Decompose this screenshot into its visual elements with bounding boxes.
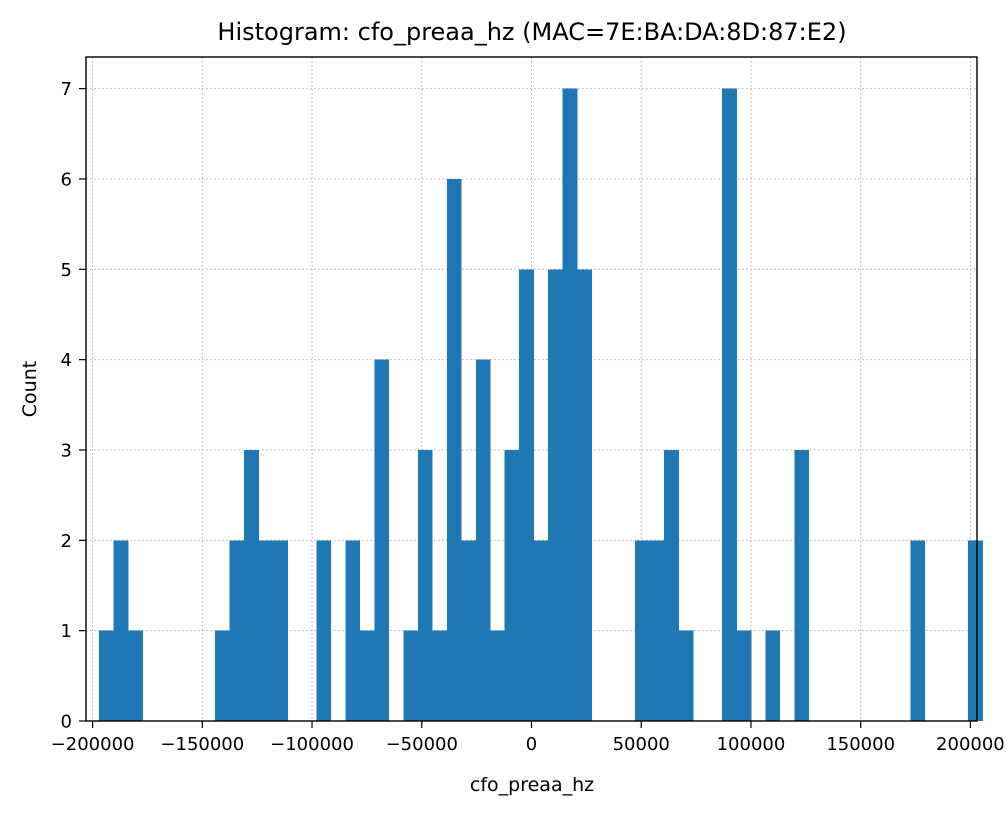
histogram-bar bbox=[446, 178, 462, 722]
y-tick-label: 5 bbox=[61, 260, 72, 281]
histogram-bar bbox=[99, 630, 114, 721]
histogram-bar bbox=[432, 630, 448, 721]
histogram-bar bbox=[215, 630, 230, 721]
histogram-bar bbox=[461, 540, 477, 721]
x-axis-ticks: −200000 −150000 −100000 −50000 0 50000 100000 1… bbox=[51, 721, 1005, 755]
histogram-bar bbox=[635, 540, 650, 721]
histogram-bar bbox=[316, 540, 332, 721]
histogram-bar bbox=[678, 630, 694, 721]
y-tick-label: 0 bbox=[61, 712, 72, 733]
histogram-bar bbox=[736, 630, 752, 721]
histogram-bar bbox=[113, 540, 129, 721]
histogram-bar bbox=[345, 540, 361, 721]
histogram-bar bbox=[475, 359, 491, 721]
histogram-bar bbox=[359, 630, 375, 721]
histogram-bar bbox=[533, 540, 549, 721]
bars bbox=[99, 88, 984, 722]
histogram-bar bbox=[229, 540, 245, 721]
histogram-bar bbox=[562, 88, 578, 722]
histogram-bar bbox=[374, 359, 390, 721]
histogram-bar bbox=[244, 449, 259, 721]
chart-title: Histogram: cfo_preaa_hz (MAC=7E:BA:DA:8D… bbox=[217, 18, 846, 46]
x-tick-label: −50000 bbox=[386, 734, 458, 755]
x-tick-label: −150000 bbox=[160, 734, 244, 755]
histogram-bar bbox=[548, 269, 563, 721]
y-tick-label: 7 bbox=[61, 79, 72, 100]
x-tick-label: 0 bbox=[526, 734, 537, 755]
y-tick-label: 3 bbox=[61, 440, 72, 461]
histogram-bar bbox=[504, 449, 520, 721]
x-tick-label: −100000 bbox=[270, 734, 354, 755]
x-axis-label: cfo_preaa_hz bbox=[470, 774, 594, 796]
histogram-bar bbox=[765, 630, 781, 721]
x-tick-label: 200000 bbox=[936, 734, 1005, 755]
y-axis-label: Count bbox=[19, 361, 41, 417]
histogram-bar bbox=[649, 540, 665, 721]
histogram-bar bbox=[794, 449, 810, 721]
y-tick-label: 6 bbox=[61, 169, 72, 190]
histogram-bar bbox=[577, 269, 592, 721]
histogram-bar bbox=[519, 269, 534, 721]
x-tick-label: 150000 bbox=[826, 734, 895, 755]
y-axis-ticks: 0 1 2 3 4 5 6 7 bbox=[61, 79, 86, 733]
histogram-bar bbox=[664, 449, 679, 721]
histogram-bar bbox=[417, 449, 433, 721]
histogram-bar bbox=[968, 540, 984, 721]
y-tick-label: 1 bbox=[61, 621, 72, 642]
x-tick-label: 100000 bbox=[717, 734, 786, 755]
x-tick-label: 50000 bbox=[613, 734, 670, 755]
histogram-bar bbox=[258, 540, 274, 721]
histogram-bar bbox=[910, 540, 926, 721]
histogram-bar bbox=[490, 630, 506, 721]
histogram-bar bbox=[128, 630, 143, 721]
y-tick-label: 2 bbox=[61, 531, 72, 552]
y-tick-label: 4 bbox=[61, 350, 72, 371]
histogram-bar bbox=[721, 88, 737, 722]
histogram-bar bbox=[403, 630, 419, 721]
histogram-bar bbox=[272, 540, 288, 721]
x-tick-label: −200000 bbox=[51, 734, 135, 755]
